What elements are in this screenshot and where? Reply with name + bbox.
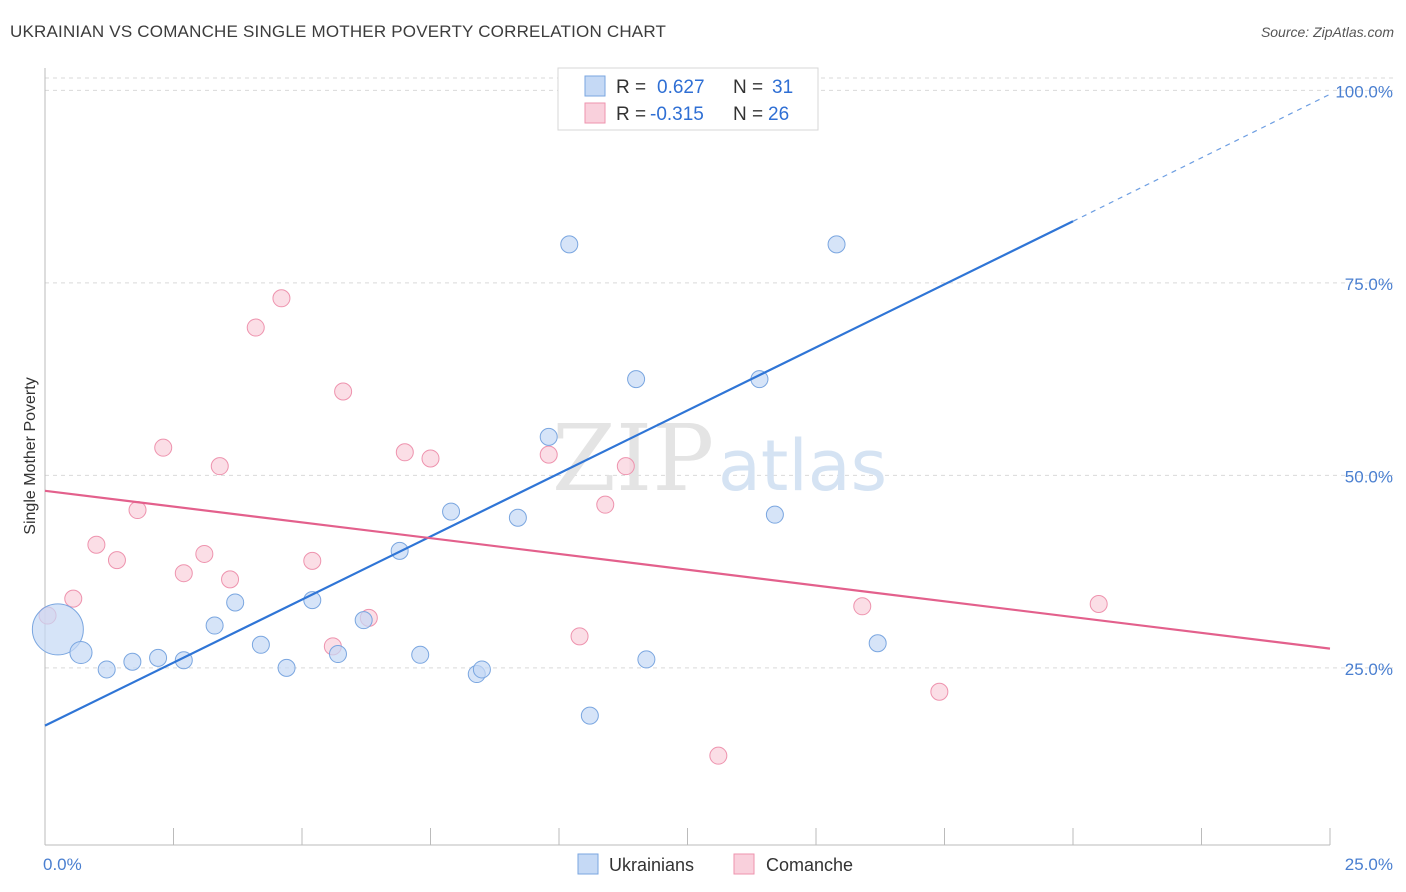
comanche-point [853, 597, 872, 616]
y-axis-label: Single Mother Poverty [22, 377, 39, 534]
ukrainians-point [251, 635, 270, 654]
comanche-point [539, 445, 558, 464]
ukrainians-point [149, 648, 168, 667]
ukrainians-point [411, 645, 430, 664]
legend-box: R = 0.627 N = 31 R = -0.315 N = 26 [557, 67, 819, 131]
watermark-zip: ZIP [552, 405, 714, 512]
source-label: Source: ZipAtlas.com [1260, 24, 1394, 40]
comanche-point [128, 501, 147, 520]
comanche-point [570, 627, 589, 646]
y-tick-label: 25.0% [1345, 660, 1393, 679]
comanche-point [272, 289, 291, 308]
legend-swatch-blue [584, 75, 606, 97]
ukrainians-point [472, 660, 491, 679]
comanche-point [64, 589, 83, 608]
ukrainians-trend-line [44, 220, 1074, 727]
ukrainians-point [328, 645, 347, 664]
comanche-point [395, 443, 414, 462]
x-tick-label: 0.0% [43, 855, 82, 874]
legend-r-label-2: R = [616, 104, 646, 125]
ukrainians-point [508, 508, 527, 527]
ukrainians-point [637, 650, 656, 669]
ukrainians-point [442, 502, 461, 521]
comanche-point [195, 544, 214, 563]
bottom-legend: Ukrainians Comanche [577, 853, 853, 875]
comanche-point [246, 318, 265, 337]
ukrainians-point [226, 593, 245, 612]
legend-r-value-2: -0.315 [650, 104, 704, 125]
watermark-atlas: atlas [718, 425, 887, 507]
legend-n-label-1: N = [733, 77, 763, 98]
ukrainians-point [354, 611, 373, 630]
axes [44, 68, 1331, 846]
ukrainians-point [97, 660, 116, 679]
ukrainians-point [560, 235, 579, 254]
bottom-legend-comanche: Comanche [766, 855, 853, 875]
ukrainians-point [205, 616, 224, 635]
comanche-point [87, 535, 106, 554]
y-tick-label: 75.0% [1345, 275, 1393, 294]
ukrainians-point [69, 640, 93, 665]
bottom-legend-swatch-blue [577, 853, 599, 875]
comanche-points [38, 289, 1108, 765]
comanche-point [174, 564, 193, 583]
comanche-point [421, 449, 440, 468]
ukrainians-point [123, 652, 142, 671]
ukrainians-point [31, 603, 84, 656]
comanche-point [1089, 594, 1108, 613]
ukrainians-point [539, 427, 558, 446]
y-tick-labels: 25.0% 50.0% 75.0% 100.0% [1335, 82, 1393, 679]
comanche-trend-line [44, 489, 1331, 650]
ukrainians-point [827, 235, 846, 254]
bottom-legend-ukrainians: Ukrainians [609, 855, 694, 875]
legend-swatch-pink [584, 102, 606, 124]
grid-lines [45, 77, 1395, 669]
comanche-point [334, 382, 353, 401]
comanche-point [303, 551, 322, 570]
comanche-point [107, 551, 126, 570]
chart-title: UKRAINIAN VS COMANCHE SINGLE MOTHER POVE… [10, 22, 667, 41]
x-tick-labels: 0.0% 25.0% [43, 855, 1393, 874]
comanche-point [221, 570, 240, 589]
comanche-point [616, 457, 635, 476]
ukrainians-point [627, 370, 646, 389]
ukrainians-point [277, 658, 296, 677]
ukrainians-points [31, 81, 887, 725]
watermark: ZIP atlas [552, 405, 887, 512]
y-tick-label: 50.0% [1345, 467, 1393, 486]
comanche-point [210, 457, 229, 476]
bottom-legend-swatch-pink [733, 853, 755, 875]
ukrainians-point [765, 505, 784, 524]
comanche-point [596, 495, 615, 514]
ukrainians-trend-extension [1072, 93, 1331, 222]
legend-r-label-1: R = [616, 77, 646, 98]
trend-lines [44, 93, 1331, 727]
legend-r-value-1: 0.627 [657, 77, 705, 98]
comanche-point [930, 682, 949, 701]
x-tick-label: 25.0% [1345, 855, 1393, 874]
comanche-point [154, 438, 173, 457]
y-tick-label: 100.0% [1335, 82, 1393, 101]
ukrainians-point [580, 706, 599, 725]
ukrainians-point [868, 634, 887, 653]
legend-n-value-1: 31 [772, 77, 793, 98]
legend-n-label-2: N = [733, 104, 763, 125]
legend-n-value-2: 26 [768, 104, 789, 125]
comanche-point [709, 746, 728, 765]
